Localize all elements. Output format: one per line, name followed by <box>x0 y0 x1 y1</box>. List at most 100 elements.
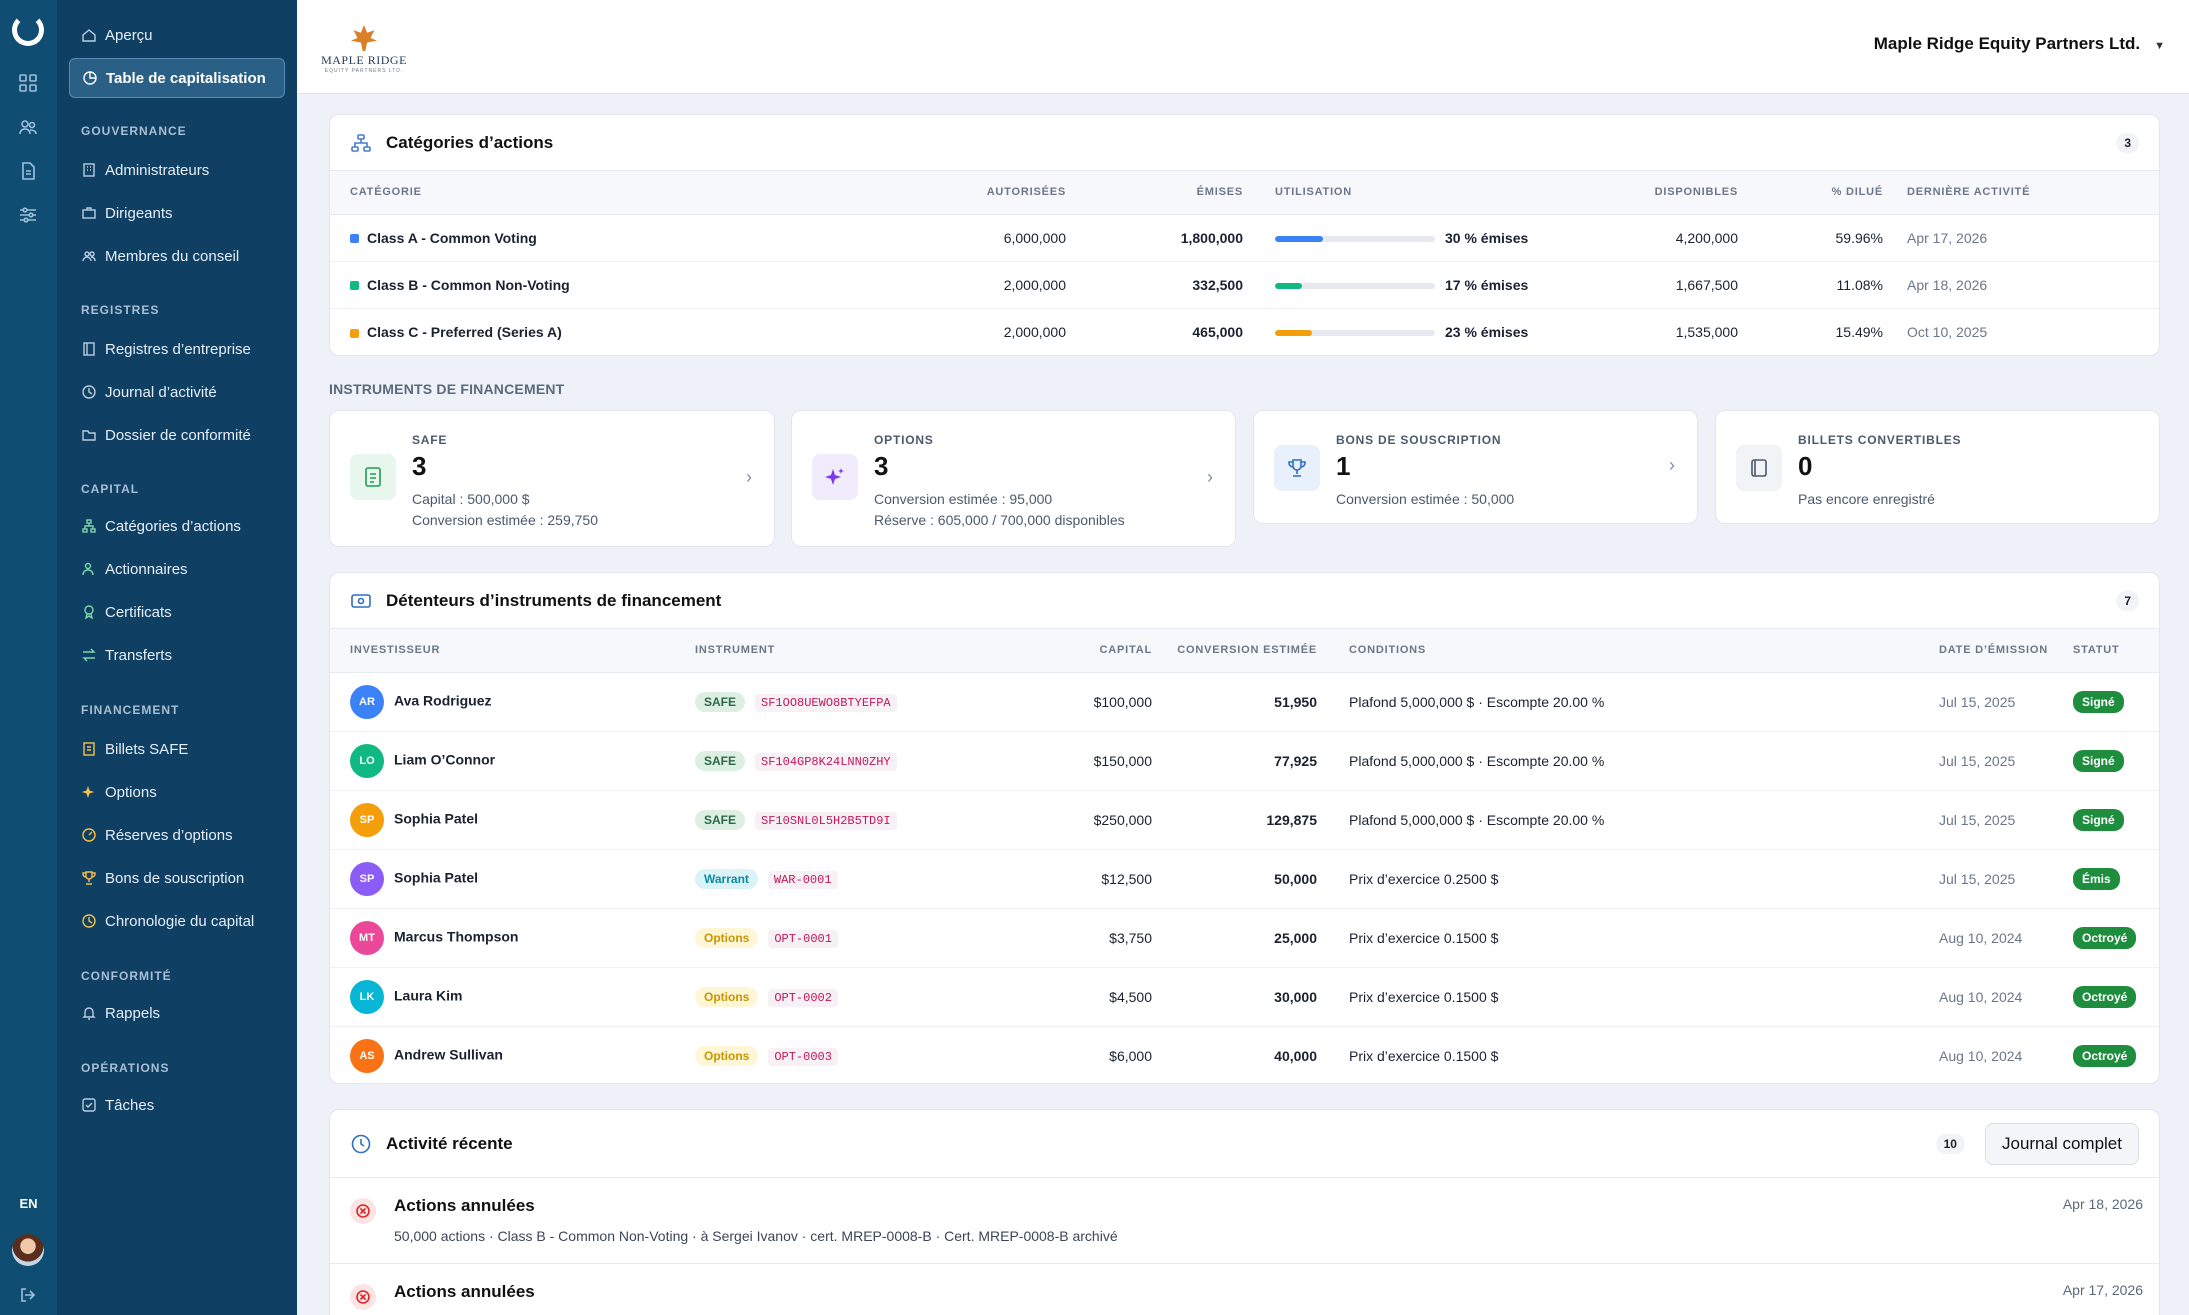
class-name-cell: Class C - Preferred (Series A) <box>330 308 894 355</box>
sidebar-item-dirigeants[interactable]: Dirigeants <box>69 193 285 233</box>
table-row[interactable]: Class A - Common Voting 6,000,000 1,800,00… <box>330 214 2159 262</box>
sidebar-item-journal[interactable]: Journal d’activité <box>69 372 285 412</box>
status-badge: Signé <box>2073 808 2124 831</box>
column-header: INSTRUMENT <box>687 629 1062 673</box>
full-log-button[interactable]: Journal complet <box>1984 1122 2139 1165</box>
status-cell: Émis <box>2065 849 2159 909</box>
clock-icon <box>81 913 97 929</box>
sidebar-section-title: OPÉRATIONS <box>81 1061 170 1075</box>
investor-cell: AR Ava Rodriguez <box>330 672 687 732</box>
sidebar-item-label: Aperçu <box>105 26 153 44</box>
logout-icon[interactable] <box>15 1282 41 1308</box>
investor-cell: SP Sophia Patel <box>330 790 687 850</box>
sparkle-icon <box>812 454 858 500</box>
last-activity-cell: Apr 18, 2026 <box>1891 261 2159 309</box>
sidebar-item-conformite[interactable]: Dossier de conformité <box>69 415 285 455</box>
status-badge: Octroyé <box>2073 926 2137 949</box>
sliders-icon[interactable] <box>15 202 41 228</box>
tile-warrants[interactable]: BONS DE SOUSCRIPTION 1 Conversion estimé… <box>1253 410 1698 524</box>
home-icon <box>81 27 97 43</box>
table-row[interactable]: MT Marcus Thompson Options OPT-0001 $3,750 25… <box>330 908 2159 968</box>
sidebar-item-transferts[interactable]: Transferts <box>69 635 285 675</box>
table-row[interactable]: LK Laura Kim Options OPT-0002 $4,500 30,000 Pr… <box>330 967 2159 1027</box>
instrument-code[interactable]: SF1OO8UEWO8BTYEFPA <box>755 693 897 712</box>
column-header: CONVERSION ESTIMÉE <box>1160 629 1325 673</box>
sidebar-item-bons[interactable]: Bons de souscription <box>69 858 285 898</box>
table-row[interactable]: AS Andrew Sullivan Options OPT-0003 $6,000 40… <box>330 1026 2159 1083</box>
class-name: Class B - Common Non-Voting <box>367 276 570 293</box>
instrument-code[interactable]: OPT-0002 <box>768 988 838 1007</box>
note-icon <box>1736 445 1782 491</box>
authorized-cell: 2,000,000 <box>1003 323 1066 340</box>
tile-value: 0 <box>1798 451 1813 481</box>
section-label: INSTRUMENTS DE FINANCEMENT <box>329 381 565 397</box>
table-row[interactable]: LO Liam O’Connor SAFE SF104GP8K24LNN0ZHY $15… <box>330 731 2159 791</box>
status-cell: Octroyé <box>2065 1026 2159 1083</box>
sidebar-item-administrateurs[interactable]: Administrateurs <box>69 150 285 190</box>
issue-date-cell: Jul 15, 2025 <box>1931 672 2065 732</box>
company-selector[interactable]: Maple Ridge Equity Partners Ltd. ▼ <box>1874 34 2165 54</box>
investor-name: Ava Rodriguez <box>394 692 492 709</box>
capital-cell: $4,500 <box>1062 967 1160 1027</box>
sidebar-item-cap-table[interactable]: Table de capitalisation <box>69 58 285 98</box>
sidebar-item-membres-conseil[interactable]: Membres du conseil <box>69 236 285 276</box>
instrument-code[interactable]: SF10SNL0L5H2B5TD9I <box>755 811 897 830</box>
activity-item[interactable]: Actions annulées Apr 17, 2026 <box>330 1264 2159 1315</box>
status-badge: Émis <box>2073 867 2120 890</box>
instrument-code[interactable]: WAR-0001 <box>767 870 838 889</box>
language-toggle[interactable]: EN <box>19 1196 38 1211</box>
instrument-code[interactable]: SF104GP8K24LNN0ZHY <box>755 752 897 771</box>
instrument-cell: Options OPT-0003 <box>687 1026 1062 1083</box>
table-row[interactable]: SP Sophia Patel SAFE SF10SNL0L5H2B5TD9I $250… <box>330 790 2159 850</box>
sidebar-item-reserves[interactable]: Réserves d’options <box>69 815 285 855</box>
sidebar-item-options[interactable]: Options <box>69 772 285 812</box>
clock-icon <box>81 384 97 400</box>
diluted-cell: 15.49% <box>1835 323 1883 340</box>
instrument-code[interactable]: OPT-0003 <box>768 1047 838 1066</box>
tile-options[interactable]: OPTIONS 3 Conversion estimée : 95,000 Ré… <box>791 410 1236 547</box>
last-activity-cell: Apr 17, 2026 <box>1891 214 2159 262</box>
gauge-icon <box>81 827 97 843</box>
activity-card: Activité récente 10 Journal complet Acti… <box>329 1109 2160 1315</box>
sidebar-item-categories[interactable]: Catégories d’actions <box>69 506 285 546</box>
building-icon <box>81 162 97 178</box>
sidebar-item-label: Tâches <box>105 1096 155 1114</box>
table-row[interactable]: AR Ava Rodriguez SAFE SF1OO8UEWO8BTYEFPA $10… <box>330 672 2159 732</box>
sidebar-item-chronologie[interactable]: Chronologie du capital <box>69 901 285 941</box>
table-row[interactable]: Class C - Preferred (Series A) 2,000,000 4… <box>330 308 2159 355</box>
count-badge: 7 <box>2116 590 2139 611</box>
dashboard-icon[interactable] <box>15 70 41 96</box>
sidebar-item-rappels[interactable]: Rappels <box>69 993 285 1033</box>
holders-card: Détenteurs d’instruments de financement … <box>329 572 2160 1084</box>
tile-title: SAFE <box>412 433 448 447</box>
sidebar-item-label: Administrateurs <box>105 161 210 179</box>
app-logo-icon[interactable] <box>12 14 44 46</box>
tile-safe[interactable]: SAFE 3 Capital : 500,000 $ Conversion es… <box>329 410 775 547</box>
class-name: Class C - Preferred (Series A) <box>367 323 562 340</box>
table-row[interactable]: SP Sophia Patel Warrant WAR-0001 $12,500 50,0… <box>330 849 2159 909</box>
card-title: Catégories d’actions <box>386 132 554 152</box>
document-icon[interactable] <box>15 158 41 184</box>
sidebar-item-taches[interactable]: Tâches <box>69 1085 285 1125</box>
investor-name: Laura Kim <box>394 987 463 1004</box>
people-icon[interactable] <box>15 114 41 140</box>
sidebar-item-certificats[interactable]: Certificats <box>69 592 285 632</box>
sidebar-item-registres[interactable]: Registres d’entreprise <box>69 329 285 369</box>
activity-item[interactable]: Actions annulées 50,000 actions · Class … <box>330 1178 2159 1264</box>
instrument-code[interactable]: OPT-0001 <box>768 929 838 948</box>
sidebar-item-safe[interactable]: Billets SAFE <box>69 729 285 769</box>
card-title: Détenteurs d’instruments de financement <box>386 590 722 610</box>
column-header: % DILUÉ <box>1746 171 1891 215</box>
conversion-cell: 129,875 <box>1160 790 1325 850</box>
investor-cell: LO Liam O’Connor <box>330 731 687 791</box>
available-cell: 4,200,000 <box>1581 214 1746 262</box>
conversion-cell: 30,000 <box>1160 967 1325 1027</box>
chevron-right-icon: › <box>1207 467 1213 487</box>
sidebar-item-actionnaires[interactable]: Actionnaires <box>69 549 285 589</box>
sidebar-item-apercu[interactable]: Aperçu <box>69 15 285 55</box>
table-row[interactable]: Class B - Common Non-Voting 2,000,000 332,… <box>330 261 2159 309</box>
avatar: LK <box>350 979 384 1014</box>
avatar: AR <box>350 684 384 719</box>
user-avatar[interactable] <box>12 1234 44 1266</box>
column-header: STATUT <box>2065 629 2159 673</box>
